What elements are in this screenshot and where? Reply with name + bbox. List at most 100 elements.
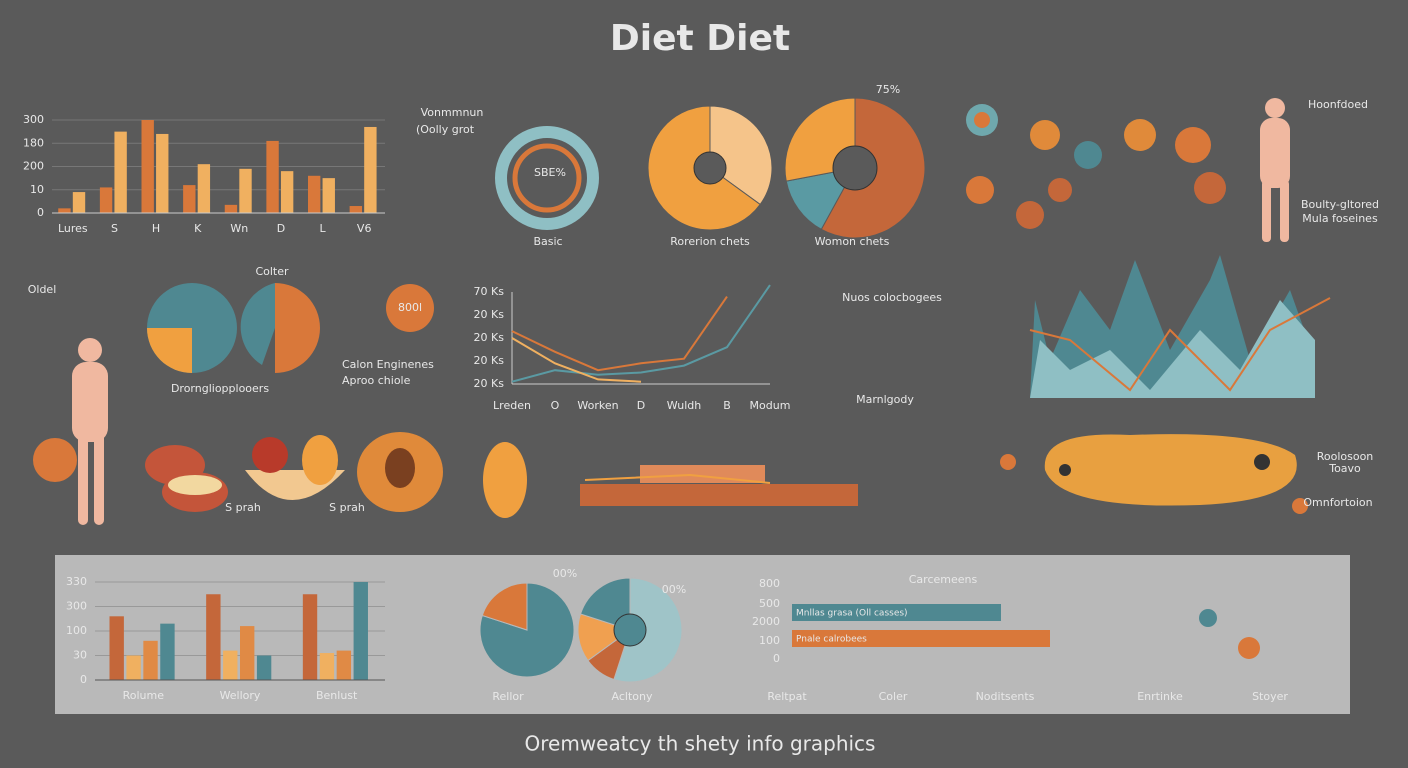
y-tick-label: 70 Ks [474, 285, 505, 298]
bar [114, 131, 127, 213]
y-tick-label: 330 [66, 575, 87, 588]
bar [792, 604, 1001, 621]
label: S prah [225, 501, 261, 514]
pie-slice [579, 577, 631, 631]
title: Diet Diet [610, 18, 790, 59]
label: Stoyer [1252, 690, 1288, 703]
bar [336, 650, 352, 680]
x-tick-label: L [319, 222, 326, 235]
bar [197, 164, 211, 213]
x-tick-label: Benlust [316, 689, 358, 702]
pie-slice [613, 577, 683, 683]
band-decoration [580, 465, 858, 506]
label: Reltpat [767, 690, 807, 703]
x-tick-label: Modum [750, 399, 791, 412]
area-decoration [1029, 255, 1331, 398]
bar-label: Mnllas grasa (Oll casses) [796, 609, 908, 619]
bar [256, 655, 272, 680]
line [511, 296, 728, 372]
label: Toavo [1328, 462, 1361, 475]
line [511, 284, 771, 383]
label: Boulty-gltored [1301, 198, 1379, 211]
subtitle: Oremweatcy th shety info graphics [525, 732, 876, 756]
y-tick-label: 20 Ks [474, 354, 505, 367]
pie-slice [577, 613, 632, 662]
label: Roolosoon [1317, 450, 1374, 463]
label: 00% [553, 567, 577, 580]
label: Oldel [28, 283, 57, 296]
deco-circle [386, 284, 434, 332]
bar [240, 626, 255, 680]
label: Noditsents [976, 690, 1035, 703]
y-tick-label: 20 Ks [474, 331, 505, 344]
label: Womon chets [815, 235, 890, 248]
x-tick-label: Wellory [220, 689, 261, 702]
bar [302, 594, 318, 680]
deco-pie [275, 283, 320, 373]
label: Rorerion chets [670, 235, 750, 248]
bar [349, 206, 363, 213]
x-tick-label: Rolume [123, 689, 165, 702]
y-tick-label: 200 [23, 160, 44, 173]
bar [353, 582, 368, 680]
label: Basic [533, 235, 562, 248]
x-tick-label: Lreden [493, 399, 531, 412]
x-tick-label: O [551, 399, 560, 412]
label: Nuos colocbogees [842, 291, 942, 304]
bar [364, 126, 377, 213]
bar [156, 133, 169, 213]
bar [266, 140, 279, 213]
bar [307, 175, 321, 213]
deco-pie [147, 328, 192, 373]
label: Rellor [492, 690, 524, 703]
bar [160, 623, 175, 680]
x-tick-label: D [637, 399, 645, 412]
label: Mula foseines [1302, 212, 1378, 225]
label: Hoonfdoed [1308, 98, 1368, 111]
x-tick-label: Worken [577, 399, 618, 412]
bar [792, 630, 1050, 647]
x-tick-label: S [111, 222, 118, 235]
label: Marnlgody [856, 393, 914, 406]
bar [280, 171, 294, 213]
y-tick-label: 10 [30, 183, 44, 196]
pie-slice [785, 167, 856, 231]
bar [141, 120, 154, 213]
bar [58, 208, 71, 213]
label: Omnfortoion [1303, 496, 1372, 509]
y-tick-label: 0 [37, 206, 44, 219]
label: 800l [398, 301, 422, 314]
y-tick-label: 300 [66, 600, 87, 613]
x-tick-label: D [277, 222, 285, 235]
label: Aproo chiole [342, 374, 411, 387]
deco-pie [240, 283, 275, 365]
bar [72, 192, 86, 213]
label: 0 [773, 652, 780, 665]
bar [224, 204, 238, 213]
y-tick-label: 300 [23, 113, 44, 126]
label: (Oolly grot [416, 123, 475, 136]
label: 800 [759, 577, 780, 590]
ring [495, 126, 599, 230]
bar [319, 653, 335, 680]
ring [512, 143, 582, 213]
bar [239, 168, 252, 213]
label: Vonmmnun [421, 106, 484, 119]
y-tick-label: 30 [73, 649, 87, 662]
label: S prah [329, 501, 365, 514]
bar-label: Pnale calrobees [796, 635, 867, 645]
label: Carcemeens [909, 573, 978, 586]
y-tick-label: 0 [80, 673, 87, 686]
bar [109, 616, 124, 680]
x-tick-label: Wuldh [667, 399, 701, 412]
label: Enrtinke [1137, 690, 1183, 703]
label: Colter [255, 265, 289, 278]
label: 100 [759, 634, 780, 647]
bar [126, 655, 141, 680]
donut-hole [832, 145, 878, 191]
bar [206, 594, 221, 680]
label: 00% [662, 583, 686, 596]
label: Calon Enginenes [342, 358, 434, 371]
